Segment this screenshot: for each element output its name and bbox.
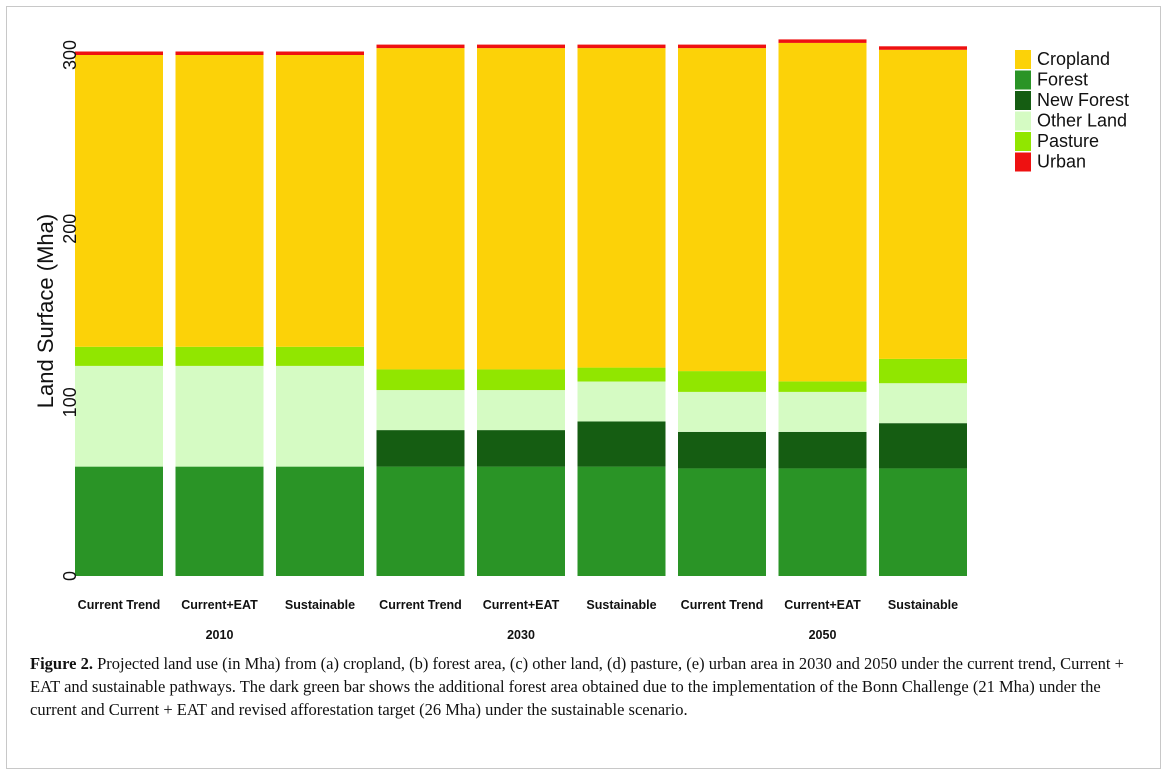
legend-swatch (1015, 132, 1031, 151)
x-tick-label: Current+EAT (181, 598, 258, 612)
bar-segment-urban (678, 44, 766, 49)
bar-segment-other-land (477, 390, 565, 431)
bar-segment-other-land (778, 391, 867, 432)
bar-segment-cropland (477, 48, 565, 370)
legend-label: Forest (1037, 70, 1088, 90)
bar-segment-pasture (678, 371, 766, 392)
bar-segment-pasture (175, 346, 264, 366)
bar-segment-cropland (678, 48, 766, 372)
bar-segment-urban (175, 51, 264, 55)
y-tick-label: 0 (60, 571, 80, 581)
bar-segment-new-forest (778, 431, 867, 469)
bar-segment-new-forest (879, 423, 967, 469)
legend-swatch (1015, 152, 1031, 172)
bar-segment-cropland (778, 42, 867, 382)
bar-segment-forest (276, 466, 364, 576)
x-tick-label: Sustainable (888, 598, 958, 612)
legend-label: New Forest (1037, 90, 1129, 110)
x-tick-label: Current Trend (681, 598, 764, 612)
y-tick-label: 100 (60, 387, 80, 417)
bar-segment-pasture (276, 346, 364, 366)
bar-segment-forest (75, 466, 163, 576)
bar-segment-new-forest (376, 430, 465, 467)
bar-segment-urban (577, 44, 666, 49)
legend-swatch (1015, 91, 1031, 110)
bar-segment-pasture (376, 369, 465, 391)
bar-segment-cropland (276, 55, 364, 347)
bar-segment-other-land (577, 381, 666, 422)
legend-swatch (1015, 50, 1031, 69)
bar-segment-forest (577, 466, 666, 576)
y-tick-label: 300 (60, 40, 80, 70)
bar-segment-other-land (376, 390, 465, 431)
y-tick-label: 200 (60, 214, 80, 244)
x-group-label: 2030 (507, 628, 535, 642)
x-tick-label: Sustainable (586, 598, 656, 612)
bar-segment-urban (879, 46, 967, 50)
legend-label: Urban (1037, 152, 1086, 172)
bar-segment-other-land (678, 391, 766, 432)
bar-segment-cropland (175, 55, 264, 347)
y-axis-label: Land Surface (Mha) (33, 214, 58, 408)
bar-segment-cropland (75, 55, 163, 347)
bars-layer (75, 39, 967, 576)
legend-swatch (1015, 111, 1031, 131)
x-group-label: 2050 (809, 628, 837, 642)
bar-segment-new-forest (477, 430, 565, 467)
x-tick-label: Current Trend (78, 598, 161, 612)
legend-label: Other Land (1037, 111, 1127, 131)
bar-segment-forest (477, 466, 565, 576)
x-tick-label: Current Trend (379, 598, 462, 612)
caption-text: Projected land use (in Mha) from (a) cro… (30, 654, 1124, 719)
bar-segment-pasture (75, 346, 163, 366)
bar-segment-forest (678, 468, 766, 576)
caption-label: Figure 2. (30, 654, 93, 673)
bar-segment-cropland (577, 48, 666, 368)
bar-segment-cropland (879, 49, 967, 359)
x-tick-label: Current+EAT (784, 598, 861, 612)
bar-segment-urban (477, 44, 565, 49)
bar-segment-other-land (879, 383, 967, 424)
legend-label: Pasture (1037, 131, 1099, 151)
bar-segment-new-forest (678, 431, 766, 469)
bar-segment-cropland (376, 48, 465, 370)
y-axis: 0 100 200 300 (60, 40, 80, 581)
x-tick-label: Current+EAT (483, 598, 560, 612)
bar-segment-other-land (175, 365, 264, 467)
bar-segment-forest (376, 466, 465, 576)
bar-segment-forest (175, 466, 264, 576)
bar-segment-new-forest (577, 421, 666, 467)
bar-segment-pasture (477, 369, 565, 391)
bar-segment-urban (276, 51, 364, 55)
bar-segment-pasture (778, 381, 867, 392)
bar-segment-pasture (577, 367, 666, 382)
bar-segment-forest (778, 468, 867, 576)
x-group-label: 2010 (206, 628, 234, 642)
legend-swatch (1015, 70, 1031, 90)
x-axis-tick-labels: Current Trend Current+EAT Sustainable Curre… (78, 598, 958, 612)
x-axis-group-labels: 2010 2030 2050 (206, 628, 837, 642)
figure-caption: Figure 2. Projected land use (in Mha) fr… (30, 652, 1140, 721)
bar-segment-other-land (75, 365, 163, 467)
bar-segment-urban (778, 39, 867, 43)
bar-segment-urban (75, 51, 163, 55)
bar-segment-other-land (276, 365, 364, 467)
legend-label: Cropland (1037, 49, 1110, 69)
x-tick-label: Sustainable (285, 598, 355, 612)
bar-segment-urban (376, 44, 465, 49)
bar-segment-forest (879, 468, 967, 576)
bar-segment-pasture (879, 358, 967, 384)
